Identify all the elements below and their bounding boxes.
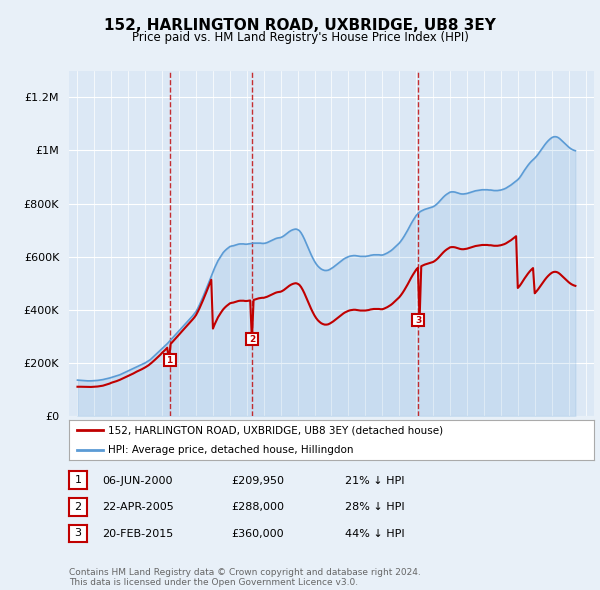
Text: 21% ↓ HPI: 21% ↓ HPI [345, 476, 404, 486]
Text: £209,950: £209,950 [231, 476, 284, 486]
Text: £360,000: £360,000 [231, 529, 284, 539]
Text: 1: 1 [166, 356, 173, 365]
Text: Price paid vs. HM Land Registry's House Price Index (HPI): Price paid vs. HM Land Registry's House … [131, 31, 469, 44]
Text: 06-JUN-2000: 06-JUN-2000 [102, 476, 173, 486]
Text: 44% ↓ HPI: 44% ↓ HPI [345, 529, 404, 539]
Text: 20-FEB-2015: 20-FEB-2015 [102, 529, 173, 539]
Text: 28% ↓ HPI: 28% ↓ HPI [345, 503, 404, 512]
Text: HPI: Average price, detached house, Hillingdon: HPI: Average price, detached house, Hill… [109, 445, 354, 455]
Text: Contains HM Land Registry data © Crown copyright and database right 2024.
This d: Contains HM Land Registry data © Crown c… [69, 568, 421, 587]
Text: 3: 3 [74, 529, 82, 538]
Text: 1: 1 [74, 476, 82, 485]
Text: 2: 2 [249, 335, 255, 344]
Text: 152, HARLINGTON ROAD, UXBRIDGE, UB8 3EY (detached house): 152, HARLINGTON ROAD, UXBRIDGE, UB8 3EY … [109, 425, 443, 435]
Text: 22-APR-2005: 22-APR-2005 [102, 503, 174, 512]
Text: 152, HARLINGTON ROAD, UXBRIDGE, UB8 3EY: 152, HARLINGTON ROAD, UXBRIDGE, UB8 3EY [104, 18, 496, 32]
Text: 3: 3 [415, 316, 422, 325]
Text: 2: 2 [74, 502, 82, 512]
Text: £288,000: £288,000 [231, 503, 284, 512]
